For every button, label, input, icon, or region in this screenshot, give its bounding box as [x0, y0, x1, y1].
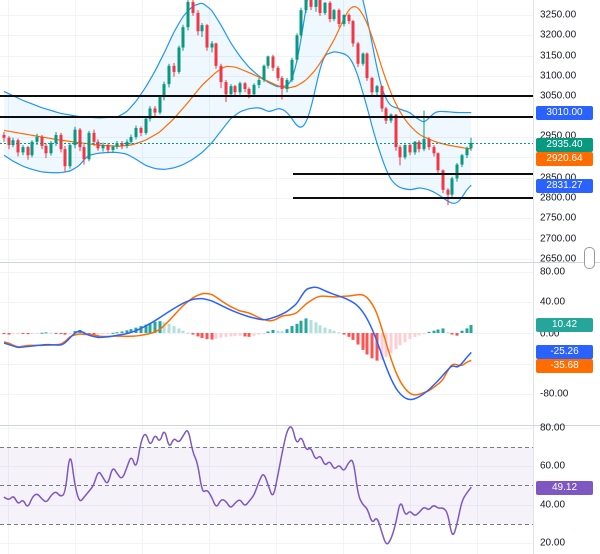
price-badge-bb-lower: 2831.27	[536, 179, 593, 193]
axis-label: 40.00	[540, 499, 566, 511]
axis-label: 2950.00	[540, 130, 577, 142]
axis-label: 2700.00	[540, 233, 577, 245]
axis-label: 3200.00	[540, 29, 577, 41]
rsi-badge-value: 49.12	[536, 481, 593, 495]
price-badge-bb-basis: 2920.64	[536, 152, 593, 166]
price-axis-border	[533, 0, 534, 554]
macd-badge-signal: -35.68	[536, 359, 593, 373]
axis-label: 40.00	[540, 296, 566, 308]
price-badge-bb-upper: 3010.00	[536, 106, 593, 120]
axis-label: 3150.00	[540, 50, 577, 62]
macd-badge-histogram: 10.42	[536, 318, 593, 332]
pane-separator-1[interactable]	[0, 262, 600, 263]
axis-label: 0.00	[540, 328, 560, 340]
axis-label: 2750.00	[540, 212, 577, 224]
horizontal-line-drawing-1[interactable]	[0, 95, 533, 97]
axis-label: 2650.00	[540, 253, 577, 265]
axis-label: 3100.00	[540, 70, 577, 82]
horizontal-line-drawing-2[interactable]	[0, 116, 533, 118]
horizontal-line-drawing-4[interactable]	[293, 197, 533, 199]
macd-badge-line: -25.26	[536, 345, 593, 359]
pane-resize-handle[interactable]	[584, 247, 595, 269]
axis-label: 2850.00	[540, 172, 577, 184]
horizontal-line-drawing-3[interactable]	[293, 173, 533, 175]
axis-label: 80.00	[540, 422, 566, 434]
axis-label: 3050.00	[540, 90, 577, 102]
pane-separator-2[interactable]	[0, 425, 600, 426]
axis-label: 20.00	[540, 537, 566, 549]
axis-label: 2800.00	[540, 192, 577, 204]
axis-label: 80.00	[540, 266, 566, 278]
axis-label: 3250.00	[540, 9, 577, 21]
axis-label: -80.00	[540, 388, 569, 400]
axis-label: 60.00	[540, 460, 566, 472]
price-badge-last-price: 2935.40	[536, 138, 593, 152]
